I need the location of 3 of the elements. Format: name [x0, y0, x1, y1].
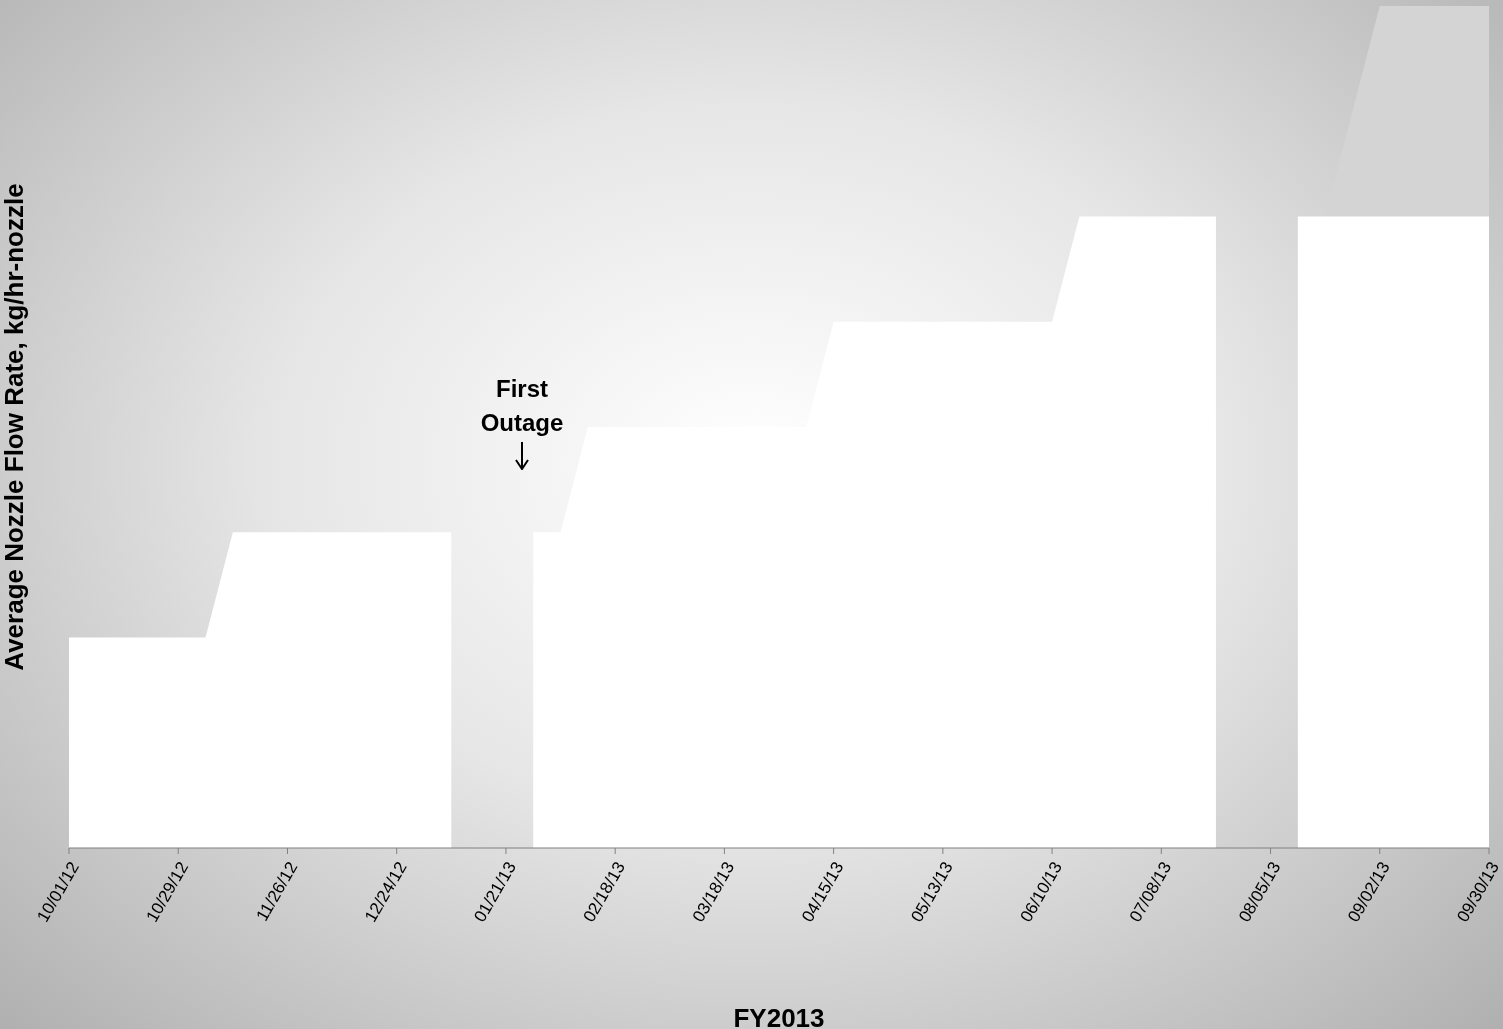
x-axis-title: FY2013 — [733, 1003, 825, 1029]
y-axis-title: Average Nozzle Flow Rate, kg/hr-nozzle — [0, 183, 30, 671]
annotation: First Outage — [479, 374, 565, 438]
